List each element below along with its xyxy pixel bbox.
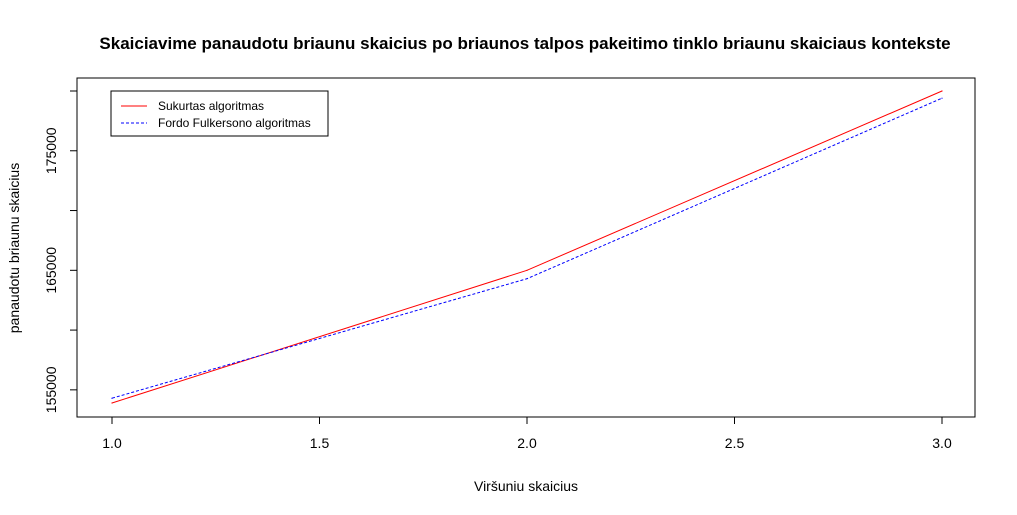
legend-label-fordo-fulkersono: Fordo Fulkersono algoritmas <box>158 116 311 130</box>
x-axis: 1.0 1.5 2.0 2.5 3.0 <box>102 416 952 451</box>
y-tick-label-175000: 175000 <box>43 127 59 174</box>
y-axis: 155000 165000 175000 <box>43 90 78 413</box>
series-line-fordo-fulkersono-algoritmas <box>111 97 943 399</box>
y-axis-label: panaudotu briaunu skaicius <box>6 163 22 333</box>
data-point-sukurtas-algoritmas-2 <box>941 90 943 92</box>
legend-label-sukurtas: Sukurtas algoritmas <box>158 99 264 113</box>
legend: Sukurtas algoritmas Fordo Fulkersono alg… <box>110 90 329 137</box>
y-tick-label-165000: 165000 <box>43 247 59 294</box>
data-point-fordo-fulkersono-algoritmas-0 <box>111 397 113 399</box>
series-line-sukurtas-algoritmas <box>111 90 943 404</box>
data-point-sukurtas-algoritmas-1 <box>526 269 528 271</box>
chart-title: Skaiciavime panaudotu briaunu skaicius p… <box>99 34 950 53</box>
x-tick-label-2-5: 2.5 <box>725 435 745 451</box>
data-point-sukurtas-algoritmas-0 <box>111 402 113 404</box>
data-point-fordo-fulkersono-algoritmas-1 <box>526 278 528 280</box>
x-tick-label-3-0: 3.0 <box>932 435 952 451</box>
series-layer <box>111 90 943 404</box>
y-tick-label-155000: 155000 <box>43 366 59 413</box>
x-axis-label: Viršuniu skaicius <box>474 478 578 494</box>
x-tick-label-1-5: 1.5 <box>310 435 330 451</box>
data-point-fordo-fulkersono-algoritmas-2 <box>941 97 943 99</box>
x-tick-label-2-0: 2.0 <box>517 435 537 451</box>
x-tick-label-1-0: 1.0 <box>102 435 122 451</box>
legend-box <box>110 90 329 137</box>
